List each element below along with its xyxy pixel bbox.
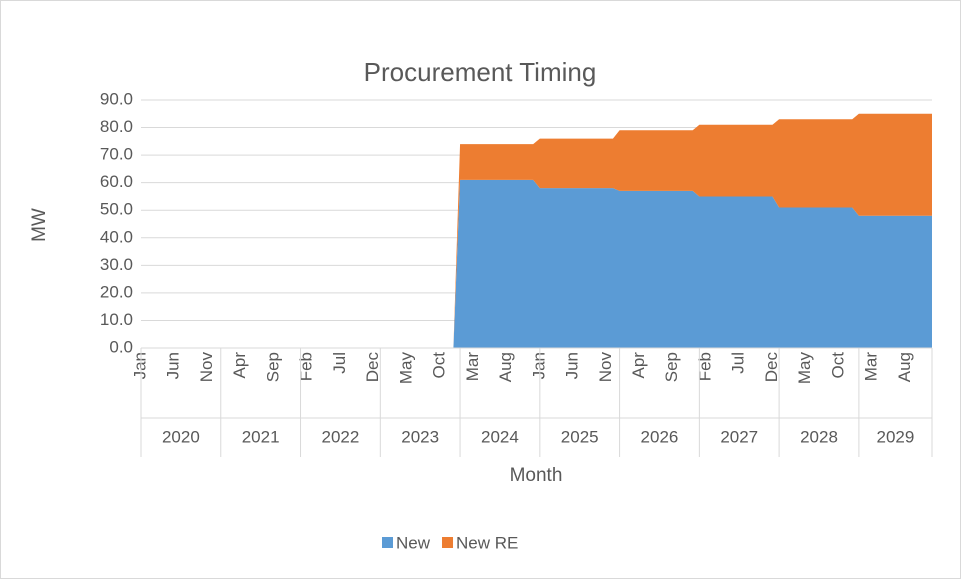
legend-swatch bbox=[382, 537, 393, 548]
y-tick-label: 80.0 bbox=[100, 117, 133, 136]
x-group-label: 2021 bbox=[242, 427, 280, 446]
x-tick-label: Apr bbox=[629, 352, 648, 379]
x-group-label: 2029 bbox=[877, 427, 915, 446]
x-tick-label: Aug bbox=[895, 352, 914, 382]
x-tick-label: Oct bbox=[828, 352, 847, 379]
area bbox=[141, 113, 932, 349]
x-axis-title: Month bbox=[510, 465, 563, 486]
x-group-label: 2027 bbox=[720, 427, 758, 446]
x-group-label: 2028 bbox=[800, 427, 838, 446]
x-group-label: 2024 bbox=[481, 427, 519, 446]
x-tick-label: Jun bbox=[563, 352, 582, 379]
x-tick-label: Jan bbox=[529, 352, 548, 379]
x-tick-label: Mar bbox=[862, 352, 881, 382]
x-tick-label: Jan bbox=[130, 352, 149, 379]
y-tick-label: 50.0 bbox=[100, 200, 133, 219]
x-tick-label: Sep bbox=[662, 352, 681, 382]
y-tick-label: 60.0 bbox=[100, 172, 133, 191]
x-tick-label: Nov bbox=[197, 352, 216, 383]
x-tick-label: Feb bbox=[695, 352, 714, 381]
legend-label: New RE bbox=[456, 533, 518, 552]
x-tick-label: Nov bbox=[596, 352, 615, 383]
x-tick-label: Jul bbox=[729, 352, 748, 374]
x-tick-label: Aug bbox=[496, 352, 515, 382]
y-tick-label: 70.0 bbox=[100, 145, 133, 164]
y-tick-label: 0.0 bbox=[109, 337, 133, 356]
x-tick-label: Mar bbox=[463, 352, 482, 382]
chart-title: Procurement Timing bbox=[364, 57, 597, 87]
x-group-label: 2020 bbox=[162, 427, 200, 446]
x-tick-label: Dec bbox=[363, 352, 382, 383]
y-tick-label: 10.0 bbox=[100, 310, 133, 329]
legend-swatch bbox=[442, 537, 454, 548]
x-tick-label: Sep bbox=[263, 352, 282, 382]
x-tick-label: May bbox=[795, 352, 814, 385]
x-tick-label: Jun bbox=[164, 352, 183, 379]
y-tick-label: 20.0 bbox=[100, 282, 133, 301]
x-group-label: 2026 bbox=[641, 427, 679, 446]
x-group-label: 2025 bbox=[561, 427, 599, 446]
x-tick-label: May bbox=[396, 352, 415, 385]
y-tick-label: 40.0 bbox=[100, 227, 133, 246]
legend-label: New bbox=[396, 533, 431, 552]
x-tick-label: Apr bbox=[230, 352, 249, 379]
y-tick-label: 90.0 bbox=[100, 89, 133, 108]
x-tick-label: Dec bbox=[762, 352, 781, 383]
y-axis-title: MW bbox=[29, 208, 50, 242]
area bbox=[141, 179, 932, 348]
x-tick-label: Oct bbox=[430, 352, 449, 379]
x-tick-label: Jul bbox=[330, 352, 349, 374]
x-tick-label: Feb bbox=[297, 352, 316, 381]
y-tick-label: 30.0 bbox=[100, 255, 133, 274]
x-group-label: 2023 bbox=[401, 427, 439, 446]
x-group-label: 2022 bbox=[321, 427, 359, 446]
